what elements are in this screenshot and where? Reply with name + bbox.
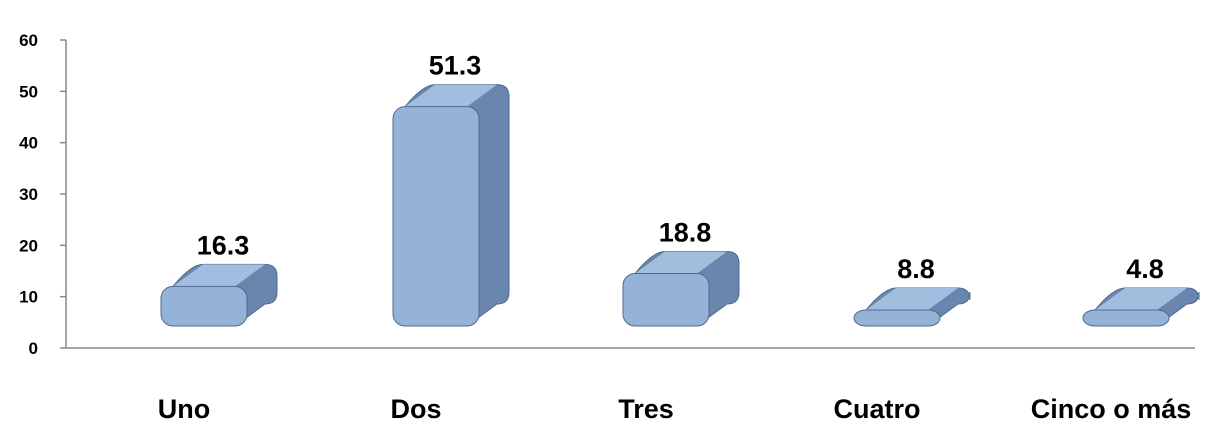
y-tick-label: 0 [29,339,38,358]
bar-top-face [635,251,727,274]
x-tick-label: Cinco o más [1031,394,1192,422]
bar-front-face [160,285,248,327]
y-tick-label: 30 [19,185,38,204]
bar-front-face [392,106,480,327]
y-tick-label: 60 [19,31,38,50]
bar-top-face [405,84,497,107]
bar-front-face [853,309,941,327]
bar-top-face [1095,288,1187,310]
bar-cinco-o-más: 4.8 [1082,254,1200,327]
y-tick-label: 10 [19,288,38,307]
data-label: 51.3 [429,51,482,81]
y-axis: 0 10 20 30 40 50 60 [19,31,1195,358]
data-label: 18.8 [659,217,712,247]
x-axis-labels: Uno Dos Tres Cuatro Cinco o más [158,394,1192,422]
x-tick-label: Dos [390,394,441,422]
bar-front-face [622,272,710,327]
bars: 16.3 51.3 18.8 8.8 4.8 [160,51,1200,327]
x-tick-label: Tres [618,394,674,422]
y-tick-label: 50 [19,82,38,101]
bar-front-face [1082,309,1170,327]
y-tick-label: 20 [19,236,38,255]
data-label: 16.3 [197,230,250,260]
y-tick-label: 40 [19,134,38,153]
bar-dos: 51.3 [392,51,510,327]
bar-uno: 16.3 [160,230,278,327]
data-label: 4.8 [1126,254,1164,284]
bar-top-face [173,264,265,287]
data-label: 8.8 [897,254,935,284]
bar-tres: 18.8 [622,217,740,327]
x-tick-label: Cuatro [834,394,921,422]
bar-cuatro: 8.8 [853,254,971,327]
x-tick-label: Uno [158,394,210,422]
bar-top-face [866,288,958,310]
